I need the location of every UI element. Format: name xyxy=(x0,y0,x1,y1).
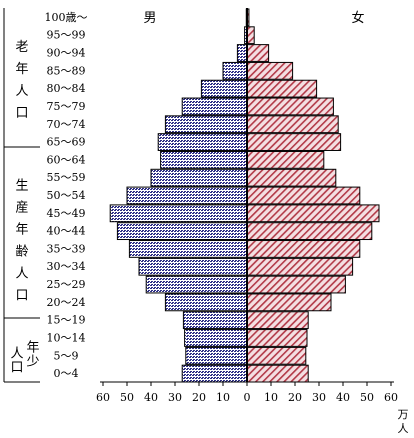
age-category-label: 35～39 xyxy=(47,242,86,255)
age-category-label: 95～99 xyxy=(47,29,86,42)
female-bar xyxy=(246,44,270,62)
male-bar xyxy=(157,133,248,151)
age-category-label: 25～29 xyxy=(47,278,86,291)
female-bar xyxy=(246,115,339,134)
female-bar xyxy=(246,293,332,312)
x-tick-label: 60 xyxy=(96,391,110,404)
male-bar xyxy=(109,204,248,223)
female-bar xyxy=(246,311,309,330)
female-bar xyxy=(246,186,361,205)
x-tick-label: 40 xyxy=(336,391,350,404)
group-label-working-age: 生産年齢人口 xyxy=(15,179,28,304)
female-bar xyxy=(246,150,325,169)
x-tick-label: 20 xyxy=(288,391,302,404)
x-tick-label: 60 xyxy=(384,391,398,404)
unit-label-2: 人 xyxy=(398,422,409,435)
male-bar xyxy=(138,257,248,276)
male-bar xyxy=(150,168,248,187)
female-bar xyxy=(246,79,318,98)
female-bar xyxy=(246,329,308,347)
age-category-label: 55～59 xyxy=(47,171,86,184)
age-category-label: 100歳～ xyxy=(45,11,88,24)
female-bar xyxy=(246,97,334,116)
male-bar xyxy=(164,115,248,134)
male-bar xyxy=(184,329,248,347)
male-bar xyxy=(181,364,248,383)
x-tick-label: 50 xyxy=(360,391,374,404)
age-category-label: 50～54 xyxy=(47,189,86,202)
age-category-label: 20～24 xyxy=(47,296,86,309)
male-bar xyxy=(128,240,248,258)
male-bar xyxy=(200,79,248,98)
female-bar xyxy=(246,364,309,383)
age-category-label: 40～44 xyxy=(47,225,86,238)
x-tick-label: 30 xyxy=(312,391,326,404)
age-category-label: 65～69 xyxy=(47,136,86,149)
age-category-label: 0～4 xyxy=(54,367,79,380)
age-category-label: 90～94 xyxy=(47,47,86,60)
female-bar xyxy=(246,61,294,80)
female-bar xyxy=(246,275,346,294)
legend-male-label: 男 xyxy=(143,11,156,26)
female-bar xyxy=(246,133,342,151)
x-tick-label: 40 xyxy=(144,391,158,404)
male-bar xyxy=(116,222,248,241)
x-tick-label: 30 xyxy=(168,391,182,404)
female-bar xyxy=(246,240,361,258)
group-label-youth: 年少 xyxy=(26,340,39,369)
group-label-youth-2: 人口 xyxy=(10,346,23,375)
legend-female-label: 女 xyxy=(351,10,364,26)
female-bar xyxy=(246,257,354,276)
unit-label: 万 xyxy=(398,408,409,421)
age-category-label: 5～9 xyxy=(54,349,79,362)
age-category-label: 75～79 xyxy=(47,100,86,113)
female-bar xyxy=(246,222,373,241)
male-bar xyxy=(160,150,248,169)
x-tick-label: 10 xyxy=(264,391,278,404)
female-bar xyxy=(246,26,255,45)
male-bar xyxy=(145,275,248,294)
female-bar xyxy=(246,204,380,223)
age-category-label: 10～14 xyxy=(47,331,86,344)
female-bar xyxy=(246,168,337,187)
male-bar xyxy=(164,293,248,312)
x-tick-label: 10 xyxy=(216,391,230,404)
male-bar xyxy=(236,44,248,62)
male-bar xyxy=(222,61,248,80)
age-category-label: 15～19 xyxy=(47,314,86,327)
male-bar xyxy=(182,311,248,330)
male-bar xyxy=(181,97,248,116)
age-category-label: 45～49 xyxy=(47,207,86,220)
age-category-label: 80～84 xyxy=(47,82,86,95)
group-label-elderly: 老年人口 xyxy=(15,40,28,121)
age-category-label: 85～89 xyxy=(47,64,86,77)
age-category-label: 60～64 xyxy=(47,153,86,166)
x-tick-label: 20 xyxy=(192,391,206,404)
age-category-label: 30～34 xyxy=(47,260,86,273)
male-bar xyxy=(185,346,248,365)
male-bar xyxy=(126,186,248,205)
x-tick-label: 50 xyxy=(120,391,134,404)
female-bar xyxy=(246,346,307,365)
x-tick-label: 0 xyxy=(244,391,251,404)
age-category-label: 70～74 xyxy=(47,118,86,131)
